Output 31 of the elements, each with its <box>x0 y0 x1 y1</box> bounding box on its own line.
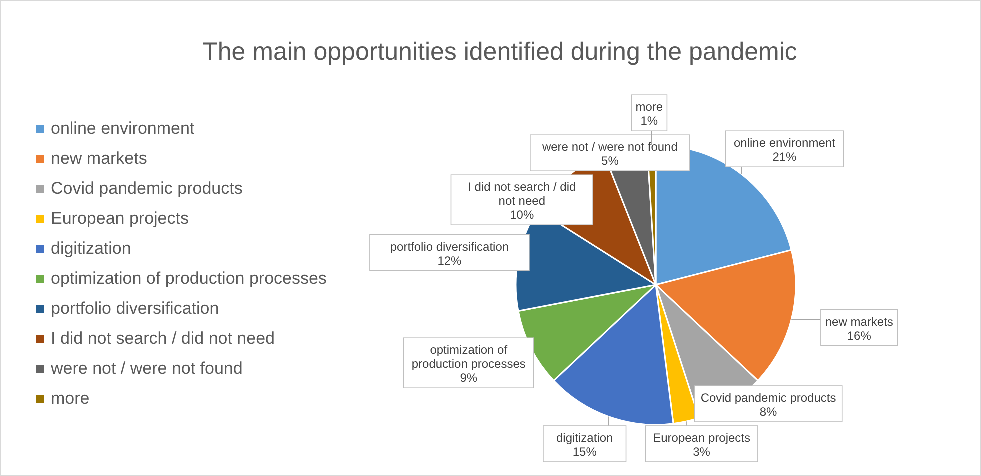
legend-label: optimization of production processes <box>51 269 327 288</box>
legend-label: portfolio diversification <box>51 299 220 318</box>
legend-label: new markets <box>51 149 148 168</box>
data-label: 12% <box>438 254 462 268</box>
slice-label: digitization <box>556 431 614 445</box>
data-label: 10% <box>510 208 534 222</box>
data-label: 5% <box>602 154 620 168</box>
slice-label: were not / were not found <box>541 140 678 154</box>
legend-label: digitization <box>51 239 132 258</box>
legend-label: more <box>51 389 90 408</box>
slice-label: I did not search / did not need <box>468 180 576 208</box>
chart-title: The main opportunities identified during the pandemic <box>202 38 798 66</box>
data-label: 3% <box>693 445 711 459</box>
slice-label: optimization of production processes <box>412 343 526 372</box>
data-label: 21% <box>772 150 798 164</box>
legend-label: I did not search / did not need <box>51 329 275 348</box>
data-label: 1% <box>640 114 658 128</box>
slice-label: Covid pandemic products <box>700 391 836 405</box>
slice-label: portfolio diversification <box>390 240 510 254</box>
data-label: 16% <box>847 328 872 343</box>
slice-label: European projects <box>653 431 751 445</box>
legend-label: Covid pandemic products <box>51 179 243 198</box>
legend-label: online environment <box>51 119 195 138</box>
data-label: 8% <box>760 405 778 419</box>
slice-label: online environment <box>734 136 836 150</box>
legend-label: European projects <box>51 209 189 228</box>
legend-label: were not / were not found <box>50 359 243 378</box>
slice-label: new markets <box>825 314 894 329</box>
data-label: 15% <box>572 445 598 459</box>
slice-label: more <box>636 100 664 114</box>
data-label: 9% <box>460 371 478 386</box>
